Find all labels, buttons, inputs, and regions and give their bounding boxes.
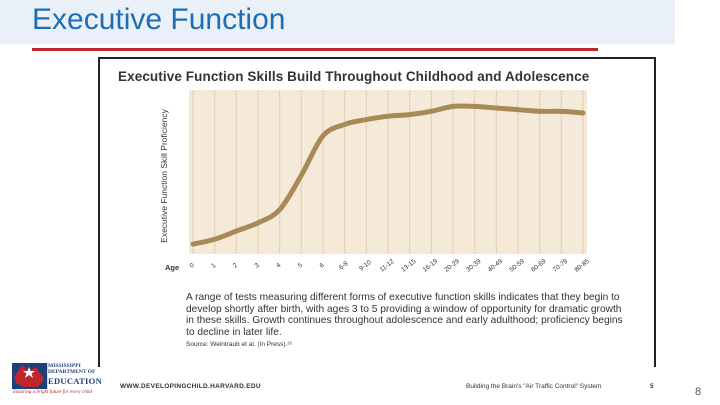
y-axis-label: Executive Function Skill Proficiency (159, 108, 169, 242)
x-tick-label: 13-15 (400, 258, 418, 274)
x-tick-label: 40-49 (487, 258, 505, 274)
x-tick-label: 80-85 (573, 258, 591, 274)
x-tick-label: 2 (232, 262, 239, 270)
x-axis-label: Age (165, 263, 179, 272)
figure-frame-top (98, 57, 656, 59)
footer-url: WWW.DEVELOPINGCHILD.HARVARD.EDU (120, 383, 261, 390)
x-tick-label: 4 (275, 262, 282, 270)
title-bar (0, 0, 675, 44)
x-tick-label: 11-12 (379, 258, 396, 274)
logo-line-2: DEPARTMENT OF (48, 369, 96, 375)
figure-source: Source: Weintraub et al. (In Press).²³ (186, 341, 292, 348)
x-tick-label: 1 (210, 262, 217, 270)
x-tick-label: 6 (318, 262, 325, 270)
proficiency-line (190, 103, 586, 247)
figure-frame-right (654, 57, 656, 367)
x-tick-label: 3 (253, 262, 260, 270)
slide-number: 8 (695, 386, 702, 398)
footer-page-number: 5 (650, 383, 654, 390)
figure-caption: A range of tests measuring different for… (186, 292, 623, 338)
x-tick-label: 30-39 (465, 258, 483, 274)
x-tick-label: 60-69 (530, 258, 548, 274)
x-tick-label: 16-19 (422, 258, 440, 274)
title-underline (32, 48, 598, 51)
x-tick-label: 20-29 (443, 258, 461, 274)
x-tick-label: 6-8 (338, 260, 350, 272)
logo-education-label: EDUCATION (48, 376, 103, 386)
logo-line-1: MISSISSIPPI (48, 363, 81, 369)
logo-state-label: MISSISSIPPI DEPARTMENT OF (48, 363, 95, 375)
x-tick-label: 0 (188, 262, 195, 270)
x-tick-label: 5 (297, 262, 304, 270)
chart-area: Executive Function Skill Proficiency Age 0… (159, 90, 591, 274)
figure-frame-left (98, 57, 100, 367)
x-tick-label: 9-10 (358, 259, 373, 273)
chart-title: Executive Function Skills Build Througho… (118, 69, 590, 84)
x-tick-label: 50-59 (508, 258, 526, 274)
x-tick-label: 70-79 (552, 258, 570, 274)
slide-title: Executive Function (32, 3, 286, 36)
footer-series-title: Building the Brain's "Air Traffic Contro… (466, 383, 602, 390)
logo-tagline: Ensuring a bright future for every child (13, 390, 92, 395)
mississippi-education-logo (12, 363, 48, 389)
